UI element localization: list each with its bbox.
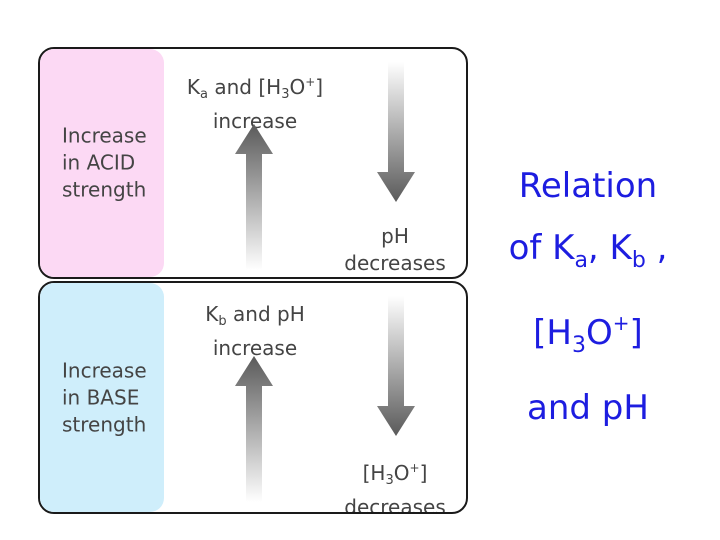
title-line-1: Relation xyxy=(518,166,658,206)
ph-word: pH xyxy=(381,224,409,248)
title-line-2: of Ka, Kb , xyxy=(488,217,688,292)
base-side-panel: Increase in BASE strength xyxy=(40,283,164,512)
h3o-decreases-label: [H3O+] decreases xyxy=(340,455,450,514)
acid-strength-label: Increase in ACID strength xyxy=(62,123,147,202)
h3o-open: [H xyxy=(362,461,386,485)
h3o-plus: + xyxy=(305,75,316,89)
title-of-k: of K xyxy=(508,228,575,268)
kb-subscript: b xyxy=(218,314,227,329)
ka-h3o-increase-label: Ka and [H3O+] increase xyxy=(180,69,330,135)
h3o-subscript: 3 xyxy=(385,473,394,488)
title-plus: + xyxy=(612,311,630,335)
title-a-subscript: a xyxy=(574,248,588,273)
slide-title: Relation of Ka, Kb , [H3O+] and pH xyxy=(488,155,688,439)
title-close: ] xyxy=(629,313,643,353)
acid-panel: Increase in ACID strength Ka and [H3O+] … xyxy=(38,47,468,279)
up-arrow-icon xyxy=(235,356,273,502)
kb-k: K xyxy=(205,302,219,326)
base-panel: Increase in BASE strength Kb and pH incr… xyxy=(38,281,468,514)
h3o-o: O xyxy=(289,75,306,99)
down-arrow-icon xyxy=(377,62,415,202)
h3o-subscript: 3 xyxy=(281,87,290,102)
ph-decreases-label: pH decreases xyxy=(340,223,450,277)
title-o: O xyxy=(586,313,613,353)
title-comma-end: , xyxy=(645,228,668,268)
h3o-decreases-word: decreases xyxy=(344,495,446,514)
kb-ph-increase-label: Kb and pH increase xyxy=(180,301,330,362)
down-arrow-icon xyxy=(377,296,415,436)
ph-decreases-word: decreases xyxy=(344,251,446,275)
title-line-3: [H3O+] xyxy=(488,292,688,377)
h3o-close: ] xyxy=(315,75,324,99)
ka-and-h: and [H xyxy=(208,75,282,99)
ka-subscript: a xyxy=(200,87,208,102)
ka-k: K xyxy=(186,75,201,99)
up-arrow-icon xyxy=(235,124,273,270)
title-line-4: and pH xyxy=(527,388,649,428)
h3o-close: ] xyxy=(419,461,428,485)
h3o-plus: + xyxy=(409,461,420,475)
kb-increase-word: increase xyxy=(212,336,298,360)
acid-side-panel: Increase in ACID strength xyxy=(40,49,164,277)
base-strength-label: Increase in BASE strength xyxy=(62,358,147,436)
h3o-o: O xyxy=(393,461,410,485)
title-h-open: [H xyxy=(533,313,573,353)
title-3-subscript: 3 xyxy=(572,333,587,358)
kb-and-ph: and pH xyxy=(226,302,305,326)
title-b-subscript: b xyxy=(631,248,646,273)
title-comma-k: , K xyxy=(587,228,632,268)
